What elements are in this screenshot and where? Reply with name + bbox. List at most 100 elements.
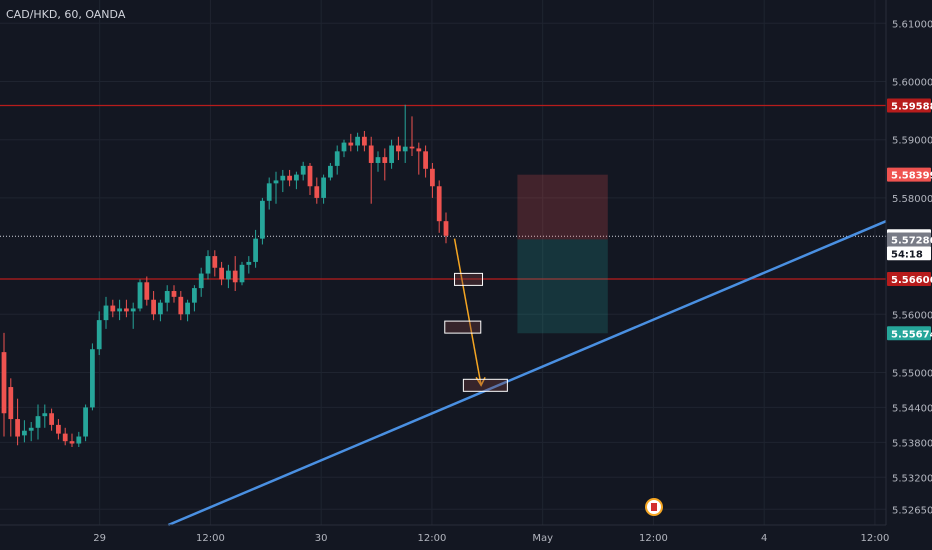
candle-body <box>396 145 401 152</box>
candle-body <box>56 424 61 434</box>
candle-body <box>124 308 129 312</box>
candle-body <box>232 270 238 283</box>
candle-body <box>205 256 211 274</box>
candle-body <box>287 175 292 181</box>
price-label-bg <box>887 326 931 341</box>
candle-body <box>192 288 197 303</box>
candle-body <box>348 142 354 146</box>
price-label-bg <box>887 98 931 113</box>
price-label-bg <box>887 272 931 287</box>
candle-body <box>83 407 88 437</box>
price-label-text: 5.55674 <box>891 329 932 340</box>
candle-body <box>171 291 177 297</box>
candle-body <box>341 142 347 152</box>
price-axis[interactable]: 5.61000 5.60000 5.59000 5.58000 5.56000 5.550… <box>892 19 932 516</box>
candle-body <box>307 165 313 187</box>
y-tick-label: 5.53200 <box>892 473 932 484</box>
candle-body <box>362 136 367 146</box>
candle-body <box>416 148 422 152</box>
projection-arrow <box>453 238 482 386</box>
x-tick-label: 4 <box>761 533 767 544</box>
x-tick-label: 29 <box>93 533 106 544</box>
candle-body <box>273 180 279 184</box>
candle-body <box>103 305 109 321</box>
price-label-text: 5.59588 <box>891 101 932 112</box>
candle-body <box>1 352 7 414</box>
x-tick-label: 12:00 <box>861 533 890 544</box>
y-tick-label: 5.54400 <box>892 403 932 414</box>
candle-body <box>35 416 41 428</box>
grid <box>0 0 886 525</box>
candle-body <box>334 151 340 166</box>
x-tick-label: 12:00 <box>196 533 225 544</box>
candle-body <box>389 145 394 163</box>
candle-body <box>436 186 442 222</box>
x-tick-label: 12:00 <box>418 533 447 544</box>
price-label-text: 5.56606 <box>891 275 932 286</box>
price-labels: 5.595885.583995.5734054:185.572865.56606… <box>887 98 932 341</box>
event-marker[interactable] <box>645 498 663 516</box>
candle-body <box>212 256 218 268</box>
candle-body <box>423 151 428 169</box>
y-tick-label: 5.56000 <box>892 310 932 321</box>
candle-body <box>260 200 265 239</box>
candle-body <box>368 145 374 163</box>
candle-body <box>219 267 224 280</box>
target-box <box>454 272 484 286</box>
candle-body <box>22 430 27 436</box>
candle-body <box>280 175 286 181</box>
target-box <box>444 320 482 334</box>
position-tool[interactable] <box>517 174 608 334</box>
candle-body <box>28 427 34 431</box>
candle-body <box>375 157 381 163</box>
y-tick-label: 5.60000 <box>892 77 932 88</box>
y-tick-label: 5.61000 <box>892 19 932 30</box>
price-label-text: 54:18 <box>891 249 923 260</box>
candle-body <box>266 183 272 201</box>
candle-body <box>239 264 245 283</box>
candle-body <box>42 413 48 417</box>
x-tick-label: 12:00 <box>639 533 668 544</box>
candle-body <box>226 270 231 280</box>
stop-zone <box>517 174 608 240</box>
price-label-text: 5.57286 <box>891 235 932 246</box>
drawings[interactable] <box>167 220 887 527</box>
candle-body <box>314 186 320 198</box>
candle-body <box>90 349 95 408</box>
x-tick-label: 30 <box>315 533 328 544</box>
price-label-bg <box>887 167 931 182</box>
candle-body <box>178 296 184 315</box>
candle-body <box>96 320 102 350</box>
candle-body <box>49 413 54 425</box>
candle-body <box>164 291 170 303</box>
candle-body <box>430 168 435 187</box>
candles <box>1 104 449 448</box>
y-tick-label: 5.52650 <box>892 505 932 516</box>
candle-body <box>300 165 306 175</box>
candle-body <box>321 177 326 198</box>
x-tick-label: May <box>532 533 553 544</box>
candle-body <box>443 221 449 236</box>
y-tick-label: 5.59000 <box>892 136 932 147</box>
y-tick-label: 5.55000 <box>892 369 932 380</box>
price-label-bg <box>887 232 931 247</box>
candle-body <box>158 302 163 315</box>
candle-body <box>76 436 82 444</box>
time-axis[interactable]: 29 12:00 30 12:00 May 12:00 4 12:00 <box>93 533 889 544</box>
candle-body <box>409 146 415 149</box>
candle-body <box>185 302 190 315</box>
price-label-bg <box>887 246 931 261</box>
candle-body <box>110 305 116 312</box>
candle-body <box>144 282 150 300</box>
candle-body <box>15 419 20 437</box>
candle-body <box>151 299 156 315</box>
horizontal-levels[interactable] <box>0 104 886 280</box>
candle-body <box>355 136 360 146</box>
candle-body <box>62 433 68 442</box>
arrow-head <box>475 376 486 387</box>
candle-body <box>137 282 143 309</box>
candle-body <box>328 165 333 178</box>
candle-body <box>8 387 14 420</box>
candle-body <box>130 308 136 312</box>
